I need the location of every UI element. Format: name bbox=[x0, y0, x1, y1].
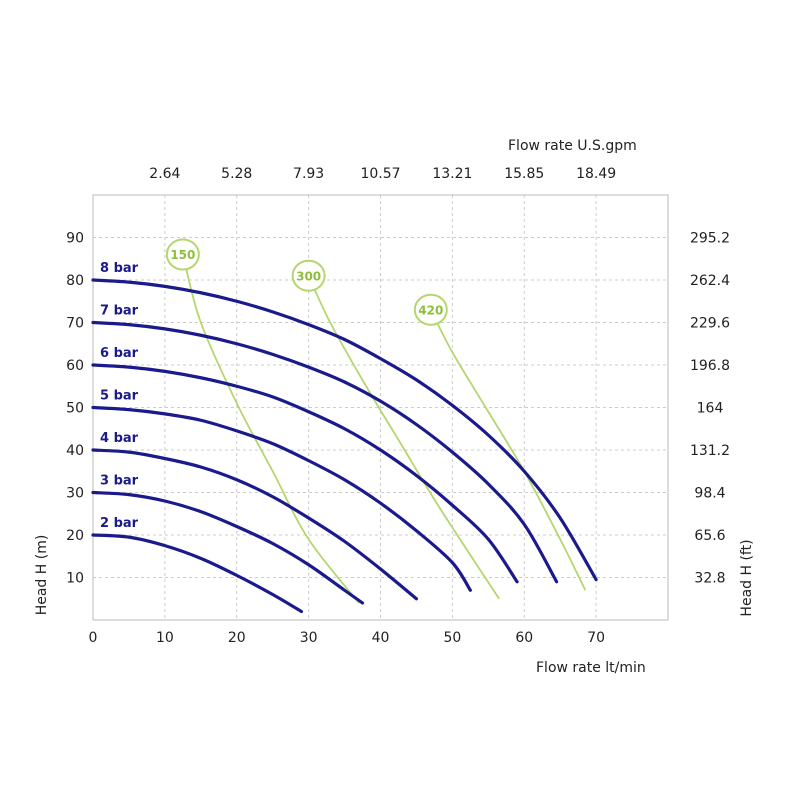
curve-label-8-bar: 8 bar bbox=[100, 261, 139, 276]
curve-8-bar bbox=[91, 278, 598, 582]
y-tick-label-right: 65.6 bbox=[694, 528, 725, 544]
x-tick-label: 70 bbox=[587, 630, 605, 646]
top-tick-label: 7.93 bbox=[293, 166, 324, 182]
x-tick-label: 50 bbox=[443, 630, 461, 646]
grid bbox=[93, 195, 668, 620]
y-tick-label-left: 60 bbox=[66, 358, 84, 374]
consumption-label-420: 420 bbox=[418, 303, 443, 317]
x-tick-label: 40 bbox=[372, 630, 390, 646]
curve-5-bar bbox=[91, 405, 472, 592]
consumption-line-420 bbox=[430, 309, 587, 591]
consumption-label-300: 300 bbox=[296, 269, 321, 283]
y-tick-label-right: 98.4 bbox=[694, 486, 725, 502]
curve-6-bar bbox=[91, 363, 519, 584]
x-tick-label: 20 bbox=[228, 630, 246, 646]
y-tick-label-right: 32.8 bbox=[694, 571, 725, 587]
curve-label-5-bar: 5 bar bbox=[100, 389, 139, 404]
consumption-line-150 bbox=[181, 254, 360, 604]
curve-4-bar bbox=[91, 448, 419, 601]
consumption-label-150: 150 bbox=[170, 248, 195, 262]
y-tick-label-right: 295.2 bbox=[690, 231, 730, 247]
curve-label-7-bar: 7 bar bbox=[100, 304, 139, 319]
consumption-badge-300 bbox=[291, 259, 326, 292]
y-tick-label-left: 40 bbox=[66, 443, 84, 459]
y-tick-label-left: 80 bbox=[66, 273, 84, 289]
y-tick-label-right: 196.8 bbox=[690, 358, 730, 374]
y-tick-label-left: 70 bbox=[66, 316, 84, 332]
top-tick-label: 13.21 bbox=[432, 166, 472, 182]
pressure-curves: 2 bar 3 bar 4 bar 5 bar 6 bar 7 bar 8 bar bbox=[91, 261, 598, 614]
y-tick-label-left: 10 bbox=[66, 571, 84, 587]
curve-7-bar bbox=[91, 320, 559, 584]
top-tick-label: 18.49 bbox=[576, 166, 616, 182]
curve-3-bar bbox=[91, 490, 365, 605]
curve-label-6-bar: 6 bar bbox=[100, 346, 139, 361]
tick-labels: 0 10 20 30 40 50 60 70 10 20 30 40 50 60 70 80 90 2.64 5.2… bbox=[66, 166, 730, 646]
y-tick-label-right: 164 bbox=[697, 401, 724, 417]
x-axis-title: Flow rate lt/min bbox=[536, 660, 646, 676]
curve-label-4-bar: 4 bar bbox=[100, 431, 139, 446]
y-tick-label-right: 131.2 bbox=[690, 443, 730, 459]
curve-label-2-bar: 2 bar bbox=[100, 516, 139, 531]
y-tick-label-left: 30 bbox=[66, 486, 84, 502]
y-tick-label-left: 50 bbox=[66, 401, 84, 417]
y-tick-label-left: 90 bbox=[66, 231, 84, 247]
consumption-line-300 bbox=[307, 275, 500, 600]
consumption-lines: 150 300 420 bbox=[165, 238, 587, 604]
top-tick-label: 5.28 bbox=[221, 166, 252, 182]
y-axis-right-title: Head H (ft) bbox=[739, 539, 755, 616]
x-tick-label: 0 bbox=[89, 630, 98, 646]
y-tick-label-left: 20 bbox=[66, 528, 84, 544]
top-tick-label: 10.57 bbox=[360, 166, 400, 182]
top-axis-title: Flow rate U.S.gpm bbox=[508, 138, 637, 154]
y-axis-left-title: Head H (m) bbox=[34, 535, 50, 616]
x-tick-label: 60 bbox=[515, 630, 533, 646]
y-tick-label-right: 262.4 bbox=[690, 273, 730, 289]
top-tick-label: 2.64 bbox=[149, 166, 180, 182]
consumption-badge-150 bbox=[165, 238, 200, 271]
top-tick-label: 15.85 bbox=[504, 166, 544, 182]
consumption-badge-420 bbox=[413, 293, 448, 326]
x-tick-label: 30 bbox=[300, 630, 318, 646]
y-tick-label-right: 229.6 bbox=[690, 316, 730, 332]
x-tick-label: 10 bbox=[156, 630, 174, 646]
curve-label-3-bar: 3 bar bbox=[100, 474, 139, 489]
curve-2-bar bbox=[91, 533, 304, 614]
